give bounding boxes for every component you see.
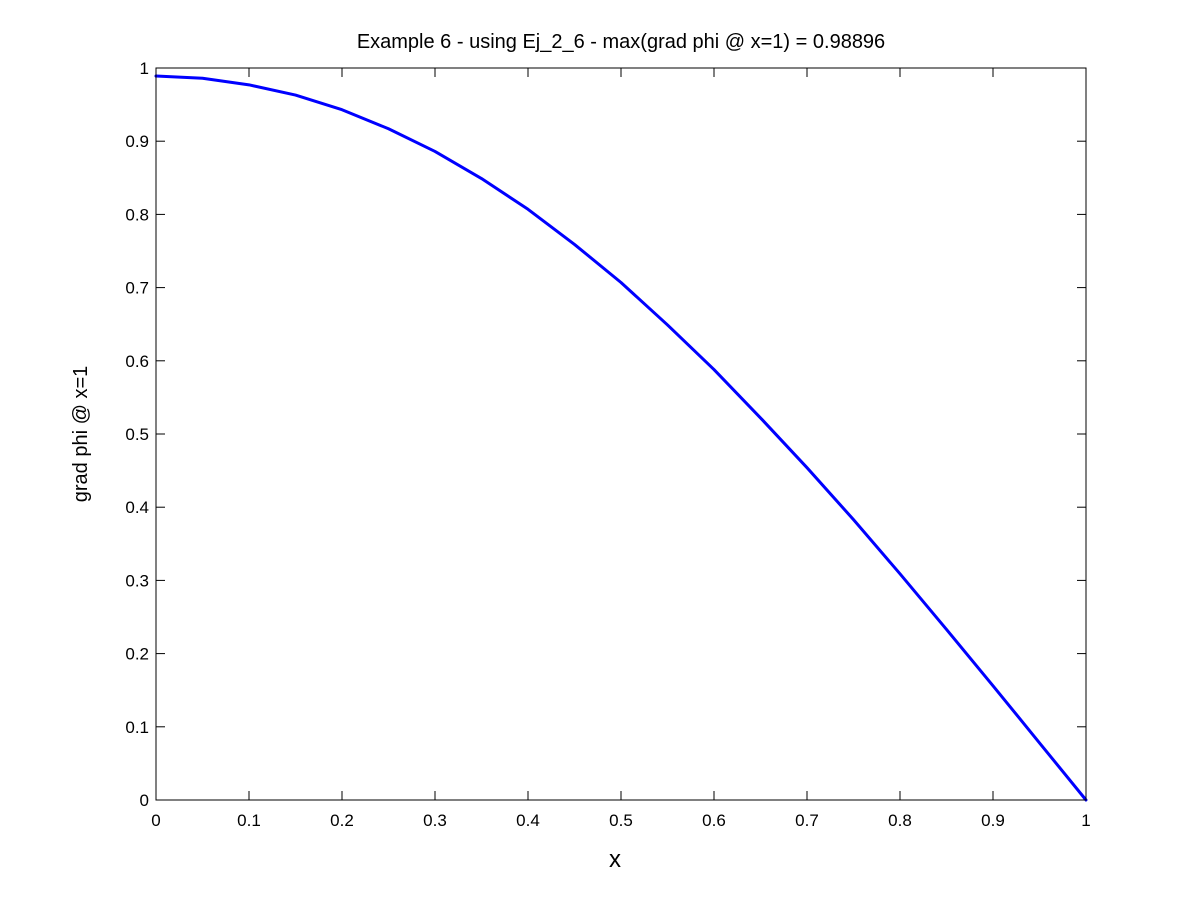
x-tick-label: 1 [1081, 811, 1090, 830]
x-tick-label: 0.7 [795, 811, 819, 830]
plot-background [156, 68, 1086, 800]
chart-title: Example 6 - using Ej_2_6 - max(grad phi … [357, 31, 885, 53]
y-axis-label: grad phi @ x=1 [70, 366, 92, 503]
y-tick-label: 0.3 [125, 571, 149, 590]
y-tick-label: 0.7 [125, 279, 149, 298]
x-axis-label: x [609, 846, 621, 873]
y-tick-label: 0.4 [125, 498, 149, 517]
y-tick-label: 0.1 [125, 718, 149, 737]
x-tick-label: 0.9 [981, 811, 1005, 830]
y-tick-label: 0.9 [125, 132, 149, 151]
x-tick-label: 0 [151, 811, 160, 830]
x-tick-label: 0.1 [237, 811, 261, 830]
y-tick-label: 1 [140, 59, 149, 78]
y-tick-label: 0.2 [125, 645, 149, 664]
x-tick-label: 0.8 [888, 811, 912, 830]
tick-labels: 0 0.1 0.2 0.3 0.4 0.5 0.6 0.7 0.8 0.9 1 0 0.1 0.2 0.3 0… [125, 59, 1090, 830]
series-layer [154, 74, 1088, 802]
series-line [154, 74, 1088, 802]
x-tick-label: 0.3 [423, 811, 447, 830]
x-tick-label: 0.6 [702, 811, 726, 830]
x-tick-label: 0.5 [609, 811, 633, 830]
y-tick-label: 0.6 [125, 352, 149, 371]
x-tick-label: 0.4 [516, 811, 540, 830]
plot-frame [155, 67, 1087, 801]
y-tick-label: 0 [140, 791, 149, 810]
y-tick-label: 0.5 [125, 425, 149, 444]
y-tick-label: 0.8 [125, 205, 149, 224]
x-tick-label: 0.2 [330, 811, 354, 830]
